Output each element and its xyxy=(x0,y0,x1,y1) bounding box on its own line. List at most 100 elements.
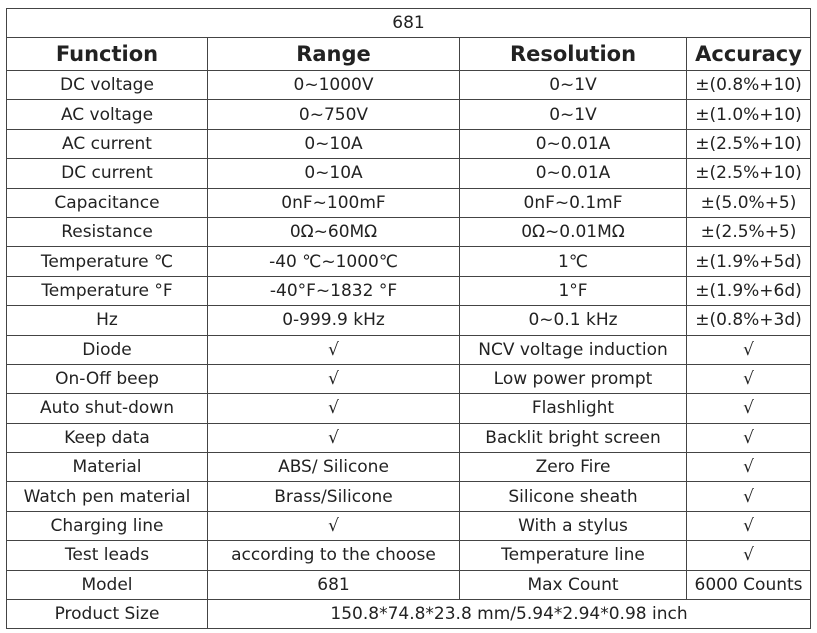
column-header: Accuracy xyxy=(685,37,812,71)
table-cell: -40°F~1832 °F xyxy=(207,275,460,307)
table-cell: 0~0.01A xyxy=(459,158,687,189)
table-cell: NCV voltage induction xyxy=(459,334,687,365)
table-cell: √ xyxy=(685,363,812,395)
table-cell: DC current xyxy=(6,158,208,189)
table-cell: √ xyxy=(207,393,460,424)
table-cell: Brass/Silicone xyxy=(207,481,460,512)
table-cell: ±(0.8%+3d) xyxy=(685,305,812,336)
table-cell: 0Ω~60MΩ xyxy=(207,216,460,248)
table-row: Keep data √ Backlit bright screen √ xyxy=(6,422,812,454)
table-row: Diode √ NCV voltage induction √ xyxy=(6,334,812,365)
table-row: Charging line √ With a stylus √ xyxy=(6,510,812,542)
column-header: Resolution xyxy=(459,37,687,71)
table-row: Model 681 Max Count 6000 Counts xyxy=(6,569,812,601)
table-cell: 0~10A xyxy=(207,128,460,160)
table-cell: √ xyxy=(685,452,812,483)
table-row: Product Size 150.8*74.8*23.8 mm/5.94*2.94… xyxy=(6,599,812,630)
table-cell: AC current xyxy=(6,128,208,160)
table-title: 681 xyxy=(5,8,812,38)
table-row: Hz 0-999.9 kHz 0~0.1 kHz ±(0.8%+3d) xyxy=(6,305,812,336)
spec-table: 681 Function Range Resolution Accuracy DC vo… xyxy=(5,8,812,630)
table-cell: 0~1000V xyxy=(207,69,460,101)
table-row: DC current 0~10A 0~0.01A ±(2.5%+10) xyxy=(6,158,812,189)
table-cell: ±(5.0%+5) xyxy=(685,187,812,218)
table-cell: 150.8*74.8*23.8 mm/5.94*2.94*0.98 inch xyxy=(206,599,812,630)
table-row: On-Off beep √ Low power prompt √ xyxy=(6,363,812,395)
table-cell: Model xyxy=(6,569,208,601)
table-cell: 681 xyxy=(207,569,460,601)
table-row: DC voltage 0~1000V 0~1V ±(0.8%+10) xyxy=(6,69,812,101)
table-cell: 1°F xyxy=(459,275,687,307)
table-cell: -40 ℃~1000℃ xyxy=(207,246,460,277)
table-row: Capacitance 0nF~100mF 0nF~0.1mF ±(5.0%+5) xyxy=(6,187,812,218)
table-cell: Temperature ℃ xyxy=(6,246,208,277)
table-cell: 0~0.01A xyxy=(459,128,687,160)
table-row: Test leads according to the choose Tempera… xyxy=(6,540,812,571)
table-cell: ±(2.5%+10) xyxy=(685,128,812,160)
table-cell: √ xyxy=(685,334,812,365)
table-cell: √ xyxy=(207,510,460,542)
table-cell: Temperature °F xyxy=(6,275,208,307)
table-cell: ±(1.0%+10) xyxy=(685,99,812,130)
table-cell: √ xyxy=(685,481,812,512)
table-row: AC voltage 0~750V 0~1V ±(1.0%+10) xyxy=(6,99,812,130)
table-cell: Charging line xyxy=(6,510,208,542)
table-row: Temperature °F -40°F~1832 °F 1°F ±(1.9%+6d) xyxy=(6,275,812,307)
table-cell: 0~750V xyxy=(207,99,460,130)
table-cell: Capacitance xyxy=(6,187,208,218)
table-cell: Watch pen material xyxy=(6,481,208,512)
table-cell: ABS/ Silicone xyxy=(207,452,460,483)
table-cell: Temperature line xyxy=(459,540,687,571)
table-cell: √ xyxy=(207,422,460,454)
table-cell: On-Off beep xyxy=(6,363,208,395)
table-cell: √ xyxy=(207,363,460,395)
table-cell: Test leads xyxy=(6,540,208,571)
table-cell: AC voltage xyxy=(6,99,208,130)
table-cell: With a stylus xyxy=(459,510,687,542)
table-row: Material ABS/ Silicone Zero Fire √ xyxy=(6,452,812,483)
table-cell: √ xyxy=(207,334,460,365)
table-cell: ±(1.9%+6d) xyxy=(685,275,812,307)
table-cell: ±(2.5%+5) xyxy=(685,216,812,248)
table-cell: Product Size xyxy=(6,599,208,630)
table-cell: 0nF~0.1mF xyxy=(459,187,687,218)
table-cell: Flashlight xyxy=(459,393,687,424)
table-cell: Diode xyxy=(6,334,208,365)
table-cell: Resistance xyxy=(6,216,208,248)
table-row: Auto shut-down √ Flashlight √ xyxy=(6,393,812,424)
table-cell: Keep data xyxy=(6,422,208,454)
table-body: 681 Function Range Resolution Accuracy DC vo… xyxy=(5,8,812,630)
table-cell: 0~1V xyxy=(459,69,687,101)
table-cell: 0nF~100mF xyxy=(207,187,460,218)
table-cell: Backlit bright screen xyxy=(459,422,687,454)
table-cell: ±(0.8%+10) xyxy=(685,69,812,101)
table-cell: 1℃ xyxy=(459,246,687,277)
table-cell: 0~0.1 kHz xyxy=(459,305,687,336)
table-cell: Hz xyxy=(6,305,208,336)
column-header: Function xyxy=(6,37,208,71)
table-cell: Silicone sheath xyxy=(459,481,687,512)
table-cell: DC voltage xyxy=(6,69,208,101)
table-row: Temperature ℃ -40 ℃~1000℃ 1℃ ±(1.9%+5d) xyxy=(6,246,812,277)
table-cell: √ xyxy=(685,510,812,542)
title-row: 681 xyxy=(5,8,812,38)
table-cell: 0~1V xyxy=(459,99,687,130)
table-cell: Max Count xyxy=(459,569,687,601)
table-row: AC current 0~10A 0~0.01A ±(2.5%+10) xyxy=(6,128,812,160)
table-cell: Zero Fire xyxy=(459,452,687,483)
table-cell: ±(2.5%+10) xyxy=(685,158,812,189)
table-cell: √ xyxy=(685,540,812,571)
table-cell: Material xyxy=(6,452,208,483)
table-cell: Low power prompt xyxy=(459,363,687,395)
header-row: Function Range Resolution Accuracy xyxy=(6,37,812,71)
table-row: Watch pen material Brass/Silicone Silicone… xyxy=(6,481,812,512)
table-cell: 6000 Counts xyxy=(685,569,812,601)
table-row: Resistance 0Ω~60MΩ 0Ω~0.01MΩ ±(2.5%+5) xyxy=(6,216,812,248)
table-cell: √ xyxy=(685,393,812,424)
table-cell: √ xyxy=(685,422,812,454)
table-cell: according to the choose xyxy=(207,540,460,571)
table-cell: Auto shut-down xyxy=(6,393,208,424)
table-cell: 0-999.9 kHz xyxy=(207,305,460,336)
table-cell: 0Ω~0.01MΩ xyxy=(459,216,687,248)
